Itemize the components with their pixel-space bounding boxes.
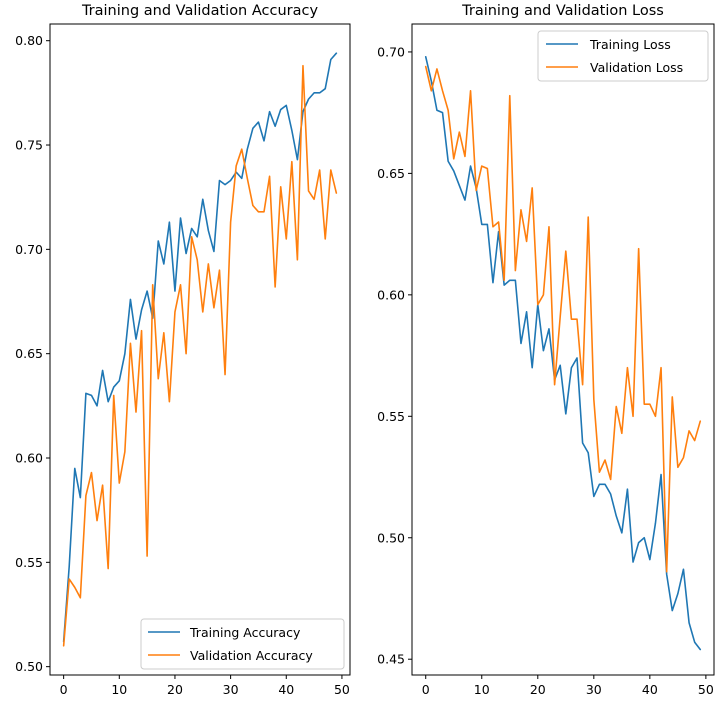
loss-series-line-1 — [424, 65, 702, 573]
loss-y-tick-label: 0.70 — [377, 44, 405, 59]
accuracy-legend-label-0: Training Accuracy — [189, 625, 301, 640]
accuracy-series-group — [62, 52, 338, 647]
loss-y-tick-label: 0.50 — [377, 530, 405, 545]
accuracy-legend-label-1: Validation Accuracy — [190, 648, 313, 663]
loss-x-tick-label: 20 — [530, 682, 546, 697]
accuracy-chart: Training and Validation Accuracy 0 10 20 30… — [15, 3, 351, 697]
loss-x-ticks: 0 10 20 30 40 50 — [422, 675, 714, 697]
loss-y-tick-label: 0.65 — [377, 166, 405, 181]
accuracy-y-tick-label: 0.75 — [15, 138, 43, 153]
accuracy-y-tick-label: 0.80 — [15, 33, 43, 48]
accuracy-x-tick-label: 10 — [111, 682, 127, 697]
accuracy-x-tick-label: 20 — [167, 682, 183, 697]
loss-x-tick-label: 50 — [698, 682, 714, 697]
accuracy-y-tick-label: 0.50 — [15, 659, 43, 674]
loss-y-tick-label: 0.60 — [377, 287, 405, 302]
loss-legend-box — [537, 30, 709, 82]
loss-y-tick-label: 0.55 — [377, 409, 405, 424]
accuracy-y-ticks: 0.50 0.55 0.60 0.65 0.70 0.75 0.80 — [15, 33, 50, 674]
accuracy-y-tick-label: 0.70 — [15, 242, 43, 257]
accuracy-x-tick-label: 50 — [334, 682, 350, 697]
loss-x-tick-label: 30 — [586, 682, 602, 697]
accuracy-plot-area — [49, 23, 351, 676]
loss-legend-label-0: Training Loss — [589, 37, 671, 52]
loss-y-ticks: 0.45 0.50 0.55 0.60 0.65 0.70 — [377, 44, 412, 667]
accuracy-series-line-0 — [62, 52, 338, 643]
accuracy-y-tick-label: 0.60 — [15, 451, 43, 466]
accuracy-y-tick-label: 0.65 — [15, 346, 43, 361]
accuracy-legend: Training Accuracy Validation Accuracy — [140, 618, 345, 670]
accuracy-x-tick-label: 0 — [60, 682, 68, 697]
accuracy-x-tick-label: 40 — [278, 682, 294, 697]
accuracy-series-line-1 — [62, 64, 338, 647]
accuracy-x-tick-label: 30 — [223, 682, 239, 697]
loss-chart-title: Training and Validation Loss — [461, 3, 664, 19]
loss-chart: Training and Validation Loss 0 10 20 30 40 50… — [377, 3, 715, 697]
accuracy-x-ticks: 0 10 20 30 40 50 — [60, 675, 350, 697]
loss-series-line-0 — [424, 55, 702, 651]
accuracy-y-tick-label: 0.55 — [15, 555, 43, 570]
loss-x-tick-label: 0 — [422, 682, 430, 697]
loss-x-tick-label: 10 — [474, 682, 490, 697]
loss-plot-area — [411, 23, 715, 676]
loss-series-group — [424, 55, 702, 651]
accuracy-chart-title: Training and Validation Accuracy — [81, 3, 319, 19]
loss-x-tick-label: 40 — [642, 682, 658, 697]
accuracy-legend-box — [140, 618, 345, 670]
loss-legend-label-1: Validation Loss — [590, 60, 683, 75]
loss-y-tick-label: 0.45 — [377, 652, 405, 667]
loss-legend: Training Loss Validation Loss — [537, 30, 709, 82]
